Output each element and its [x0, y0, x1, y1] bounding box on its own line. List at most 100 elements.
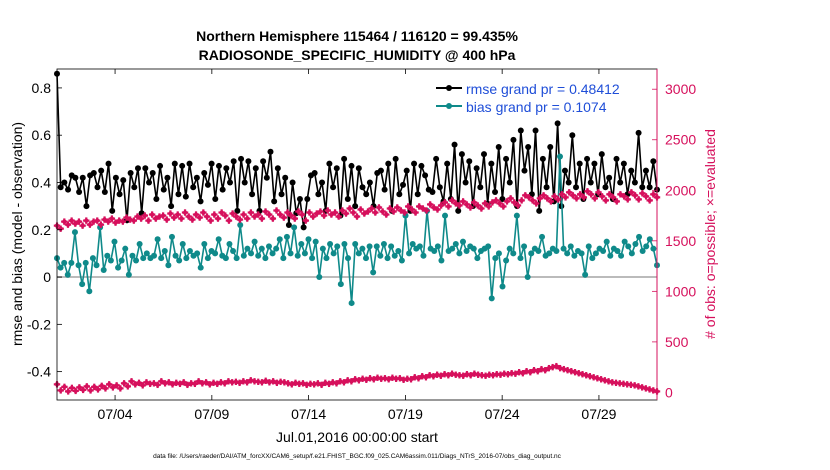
obs-evaluated-marker — [91, 383, 98, 391]
obs-possible-marker — [350, 209, 357, 216]
bias-point — [125, 271, 132, 278]
bias-point — [122, 245, 129, 252]
rmse-point — [510, 136, 517, 143]
obs-possible-marker — [551, 193, 558, 200]
rmse-point — [190, 184, 197, 191]
bias-point — [521, 243, 528, 250]
obs-possible-marker — [317, 208, 324, 215]
x-tick-label: 07/29 — [581, 406, 616, 422]
obs-possible-marker — [423, 207, 430, 214]
rmse-point — [565, 179, 572, 186]
bias-point — [68, 259, 75, 266]
bias-point — [129, 252, 136, 259]
rmse-point — [436, 184, 443, 191]
obs-possible-marker — [75, 218, 83, 225]
rmse-point — [238, 155, 245, 162]
bias-point — [355, 250, 362, 257]
rmse-point — [543, 184, 550, 191]
obs-possible-marker — [628, 189, 635, 196]
rmse-point — [234, 207, 241, 214]
bias-point — [93, 262, 100, 269]
obs-possible-marker — [320, 212, 328, 219]
obs-evaluated-marker — [79, 386, 87, 394]
rmse-point — [105, 160, 112, 167]
obs-possible-marker — [573, 195, 580, 202]
obs-possible-marker — [222, 212, 229, 219]
bias-point — [639, 248, 646, 255]
obs-possible-marker — [174, 211, 181, 218]
x-tick-label: 07/19 — [388, 406, 423, 422]
bias-point — [168, 233, 175, 240]
bias-point — [269, 250, 276, 257]
rmse-point — [300, 224, 307, 231]
chart-subtitle: RADIOSONDE_SPECIFIC_HUMIDITY @ 400 hPa — [199, 47, 516, 63]
bias-point — [603, 238, 610, 245]
rmse-point — [116, 191, 123, 198]
obs-possible-marker — [437, 202, 445, 209]
obs-possible-marker — [426, 201, 434, 208]
rmse-point — [223, 165, 230, 172]
bias-point — [485, 243, 492, 250]
bias-point — [176, 257, 183, 264]
rmse-point — [197, 198, 204, 205]
rmse-point — [503, 155, 510, 162]
bias-point — [283, 233, 290, 240]
obs-possible-marker — [265, 211, 273, 218]
obs-possible-marker — [331, 209, 339, 216]
obs-evaluated-marker — [333, 380, 340, 387]
obs-possible-marker — [328, 211, 335, 218]
rmse-point — [241, 179, 248, 186]
obs-possible-marker — [606, 191, 613, 198]
bias-point — [585, 243, 592, 250]
bias-point — [100, 266, 107, 273]
rmse-point — [521, 167, 528, 174]
obs-evaluated-marker — [422, 374, 430, 381]
obs-evaluated-marker — [243, 379, 251, 386]
bias-point — [409, 240, 416, 247]
obs-possible-marker — [240, 211, 247, 218]
rmse-point — [377, 167, 384, 174]
obs-evaluated-marker — [143, 379, 150, 386]
obs-evaluated-marker — [191, 380, 199, 388]
obs-possible-marker — [61, 218, 68, 225]
x-tick-label: 07/24 — [485, 406, 520, 422]
bias-point — [309, 255, 316, 262]
obs-possible-marker — [181, 209, 189, 216]
rmse-point — [480, 151, 487, 158]
bias-point — [111, 238, 118, 245]
bias-point — [456, 250, 463, 257]
bias-point — [276, 236, 283, 243]
obs-possible-marker — [372, 209, 379, 216]
rmse-point — [532, 127, 539, 134]
bias-point — [305, 236, 312, 243]
bias-point — [226, 240, 233, 247]
bias-point — [327, 240, 334, 247]
rmse-point — [230, 158, 237, 165]
bias-point — [71, 229, 78, 236]
obs-possible-marker — [105, 218, 112, 225]
rmse-point — [617, 179, 624, 186]
bias-point — [86, 288, 93, 295]
rmse-point — [227, 179, 234, 186]
rmse-point — [488, 160, 495, 167]
rmse-point — [451, 141, 458, 148]
obs-possible-marker — [496, 200, 503, 207]
rmse-point — [495, 144, 502, 151]
bias-point — [373, 243, 380, 250]
obs-possible-marker — [620, 193, 628, 200]
obs-possible-marker — [598, 193, 606, 200]
obs-possible-marker — [419, 205, 427, 212]
bias-point — [330, 250, 337, 257]
x-tick-label: 07/09 — [194, 406, 229, 422]
bias-point — [492, 255, 499, 262]
obs-possible-marker — [580, 194, 588, 201]
bias-point — [398, 257, 405, 264]
obs-possible-marker — [196, 214, 203, 221]
rmse-point — [591, 160, 598, 167]
bias-point — [582, 271, 589, 278]
rmse-point — [352, 203, 359, 210]
obs-possible-marker — [108, 215, 116, 222]
rmse-point — [278, 191, 285, 198]
bias-point — [233, 255, 240, 262]
rmse-point — [134, 165, 141, 172]
